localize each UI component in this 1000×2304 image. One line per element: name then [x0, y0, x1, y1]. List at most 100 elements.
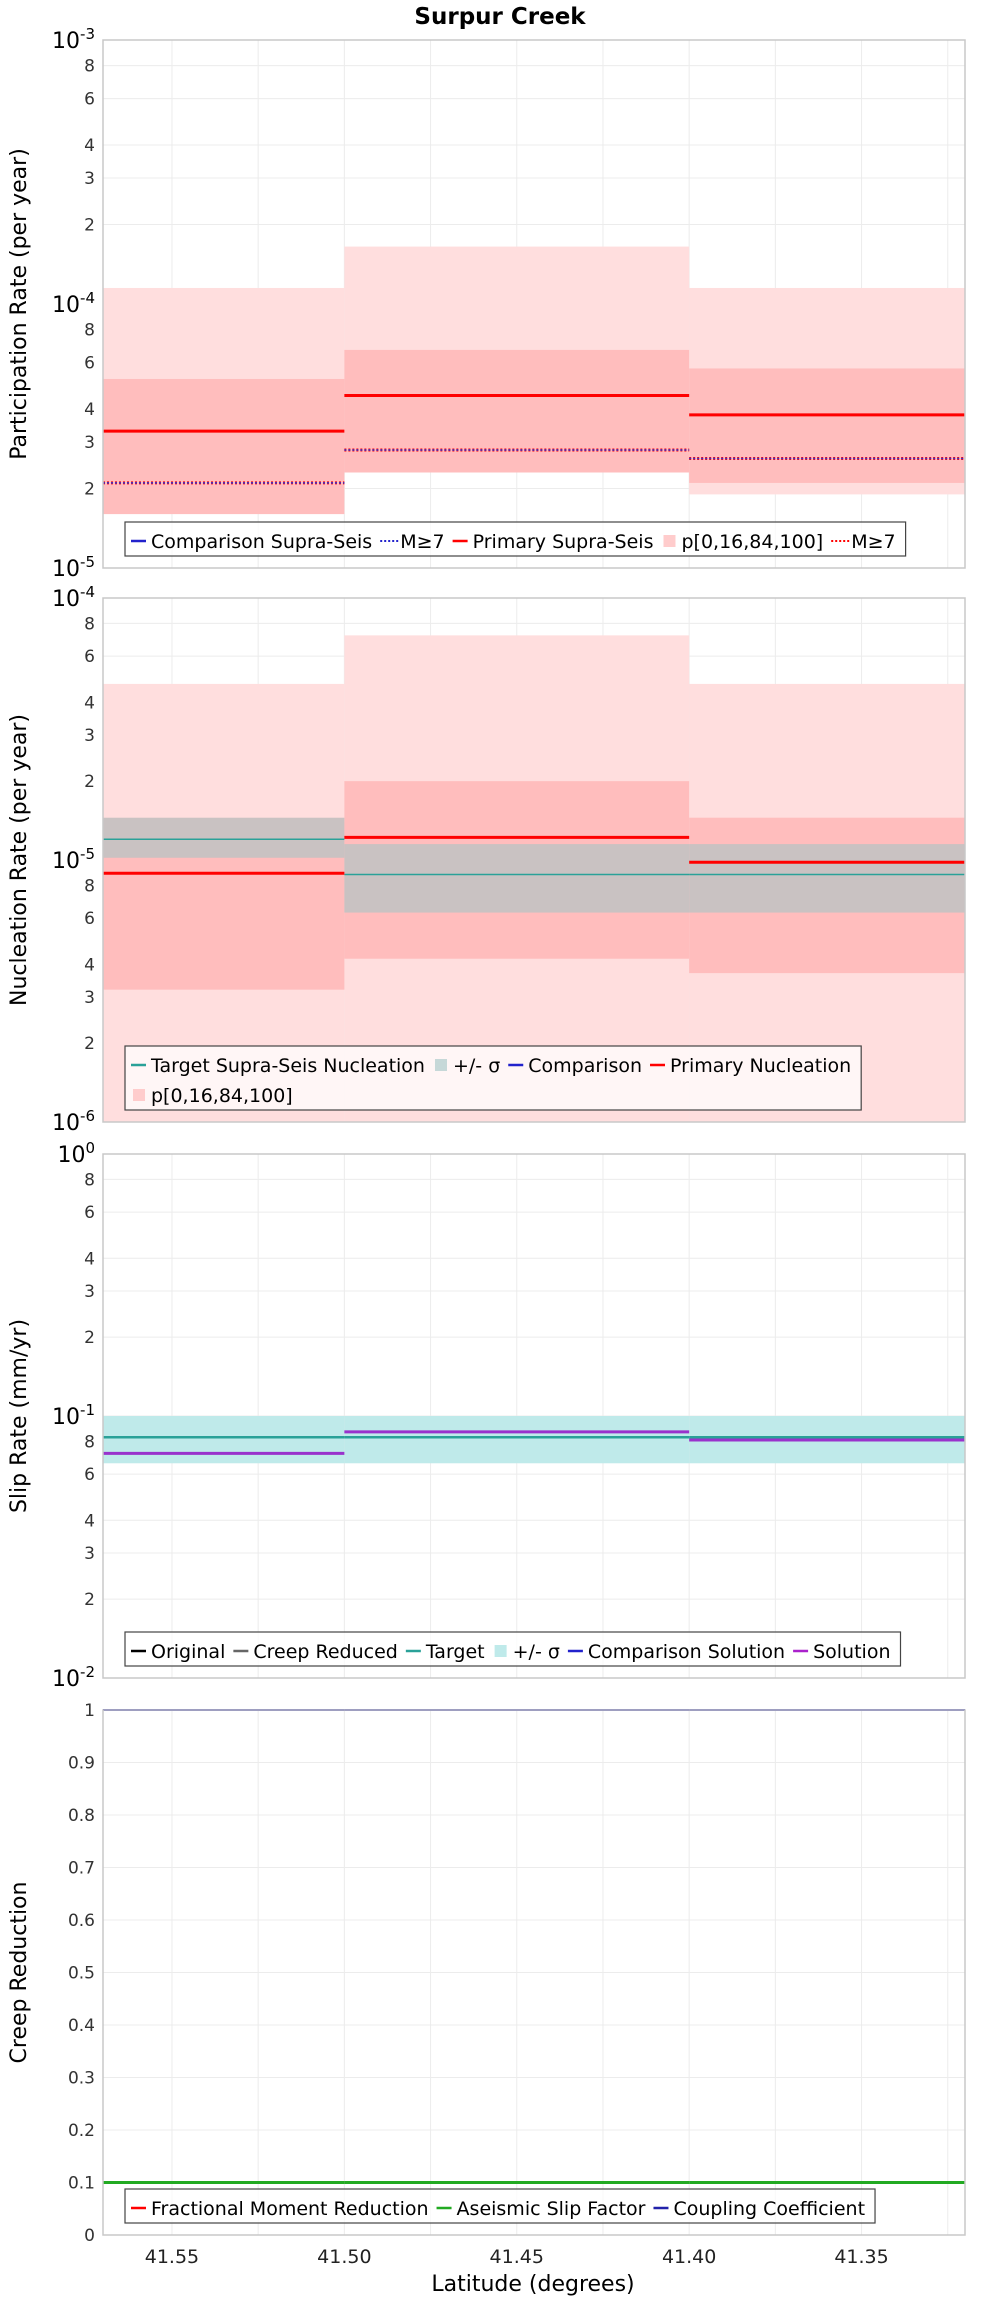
y-tick-label: 6: [84, 1465, 95, 1485]
legend-item-label: +/- σ: [453, 1055, 500, 1077]
legend-item: M≥7: [831, 531, 896, 553]
legend: Fractional Moment Reduction Aseismic Slip…: [124, 2188, 876, 2224]
y-axis-label: Nucleation Rate (per year): [7, 714, 32, 1006]
legend-item: Coupling Coefficient: [653, 2198, 865, 2220]
band-segment: [103, 817, 345, 858]
legend-item-label: Target Supra-Seis Nucleation: [150, 1055, 425, 1077]
y-tick-label: 3: [84, 1282, 95, 1302]
band-segment: [689, 844, 965, 913]
legend-item: Primary Nucleation: [650, 1055, 851, 1077]
legend-item: Creep Reduced: [233, 1641, 398, 1663]
y-tick-label: 6: [84, 647, 95, 667]
x-axis-label: Latitude (degrees): [431, 2272, 634, 2297]
y-tick-label: 10-4: [52, 583, 95, 612]
y-tick-label: 0.3: [68, 2069, 95, 2089]
y-tick-label: 10-6: [52, 1107, 95, 1136]
legend-item-label: Primary Supra-Seis: [473, 531, 654, 553]
band-segment: [344, 844, 690, 913]
legend-item-label: Aseismic Slip Factor: [457, 2198, 646, 2220]
legend-item-label: Comparison Solution: [588, 1641, 785, 1663]
legend-item-label: Coupling Coefficient: [673, 2198, 865, 2220]
legend-row: Fractional Moment Reduction Aseismic Slip…: [131, 2198, 865, 2220]
y-tick-label: 2: [84, 1328, 95, 1348]
y-tick-label: 10-3: [52, 25, 95, 54]
legend-row: Target Supra-Seis Nucleation +/- σ Compari…: [131, 1055, 851, 1077]
y-tick-label: 8: [84, 1170, 95, 1190]
y-tick-label: 4: [84, 1249, 95, 1269]
legend-swatch-box: [133, 1089, 145, 1101]
legend-item-label: Comparison Supra-Seis: [151, 531, 372, 553]
panel-4: 1 0.9 0.8 0.7 0.6 0.5 0.4 0.3 0.2 0.1 0 Creep Reduc…: [7, 1701, 966, 2268]
legend-item-label: M≥7: [400, 531, 444, 553]
y-tick-label: 2: [84, 480, 95, 500]
band-segment: [689, 368, 965, 483]
y-tick-label: 100: [57, 1139, 95, 1168]
legend-item-label: p[0,16,84,100]: [151, 1085, 293, 1107]
x-tick-label: 41.55: [145, 2246, 199, 2268]
y-tick-label: 10-5: [52, 553, 95, 582]
legend-item-label: Comparison: [528, 1055, 642, 1077]
y-tick-label: 10-2: [52, 1663, 95, 1692]
y-tick-label: 0.7: [68, 1859, 95, 1879]
legend-item-label: Fractional Moment Reduction: [151, 2198, 429, 2220]
y-tick-label: 3: [84, 169, 95, 189]
y-axis-label: Creep Reduction: [7, 1882, 32, 2064]
y-tick-label: 0.8: [68, 1806, 95, 1826]
y-tick-label: 4: [84, 955, 95, 975]
plot-frame: [102, 1153, 966, 1679]
legend-item: Target: [405, 1641, 485, 1663]
y-tick-label: 4: [84, 1511, 95, 1531]
legend-row: Original Creep Reduced Target +/- σ Comparis…: [131, 1641, 891, 1663]
legend-item: p[0,16,84,100]: [133, 1085, 293, 1107]
legend-item: Aseismic Slip Factor: [436, 2198, 646, 2220]
legend-item: Comparison: [508, 1055, 642, 1077]
legend-item: Fractional Moment Reduction: [131, 2198, 429, 2220]
band-segment: [344, 1416, 690, 1464]
band-segment: [103, 1416, 345, 1464]
y-tick-label: 4: [84, 693, 95, 713]
plot-frame: [102, 597, 966, 1123]
y-tick-label: 8: [84, 321, 95, 341]
y-tick-label: 2: [84, 1034, 95, 1054]
legend-box: [124, 2188, 876, 2224]
y-tick-label: 4: [84, 136, 95, 156]
y-tick-label: 2: [84, 1590, 95, 1610]
legend-row: Comparison Supra-Seis M≥7 Primary Supra-Se…: [131, 531, 896, 553]
y-tick-label: 10-5: [52, 845, 95, 874]
y-tick-label: 10-1: [52, 1401, 95, 1430]
y-tick-label: 2: [84, 772, 95, 792]
legend-item-label: Primary Nucleation: [670, 1055, 851, 1077]
y-tick-label: 0.2: [68, 2121, 95, 2141]
grid: [103, 1709, 965, 2236]
y-tick-label: 3: [84, 988, 95, 1008]
chart-title: Surpur Creek: [414, 4, 586, 30]
legend-swatch-box: [663, 535, 676, 547]
plot-frame: [102, 1709, 966, 2236]
x-tick-label: 41.45: [490, 2246, 544, 2268]
legend-item-label: M≥7: [851, 531, 895, 553]
legend-item: p[0,16,84,100]: [663, 531, 823, 553]
y-tick-label: 1: [84, 1701, 95, 1721]
legend-item-label: +/- σ: [513, 1641, 560, 1663]
legend-box: [124, 521, 907, 557]
y-tick-label: 6: [84, 1203, 95, 1223]
legend-swatch-box: [494, 1645, 507, 1657]
x-tick-label: 41.40: [662, 2246, 716, 2268]
y-tick-label: 0.4: [68, 2016, 95, 2036]
y-tick-label: 8: [84, 1432, 95, 1452]
y-tick-label: 8: [84, 876, 95, 896]
legend-item-label: Creep Reduced: [253, 1641, 397, 1663]
x-tick-label: 41.50: [317, 2246, 371, 2268]
y-tick-label: 3: [84, 726, 95, 746]
y-tick-label: 6: [84, 354, 95, 374]
y-axis-label: Slip Rate (mm/yr): [7, 1319, 32, 1513]
legend-item: Comparison Solution: [567, 1641, 785, 1663]
legend: Original Creep Reduced Target +/- σ Comparis…: [124, 1631, 902, 1667]
legend-item: Comparison Supra-Seis: [131, 531, 372, 553]
legend-item-label: p[0,16,84,100]: [681, 531, 823, 553]
legend-item-label: Target: [425, 1641, 485, 1663]
legend-item: +/- σ: [434, 1055, 500, 1077]
y-tick-label: 3: [84, 1544, 95, 1564]
y-tick-label: 0.1: [68, 2174, 95, 2194]
